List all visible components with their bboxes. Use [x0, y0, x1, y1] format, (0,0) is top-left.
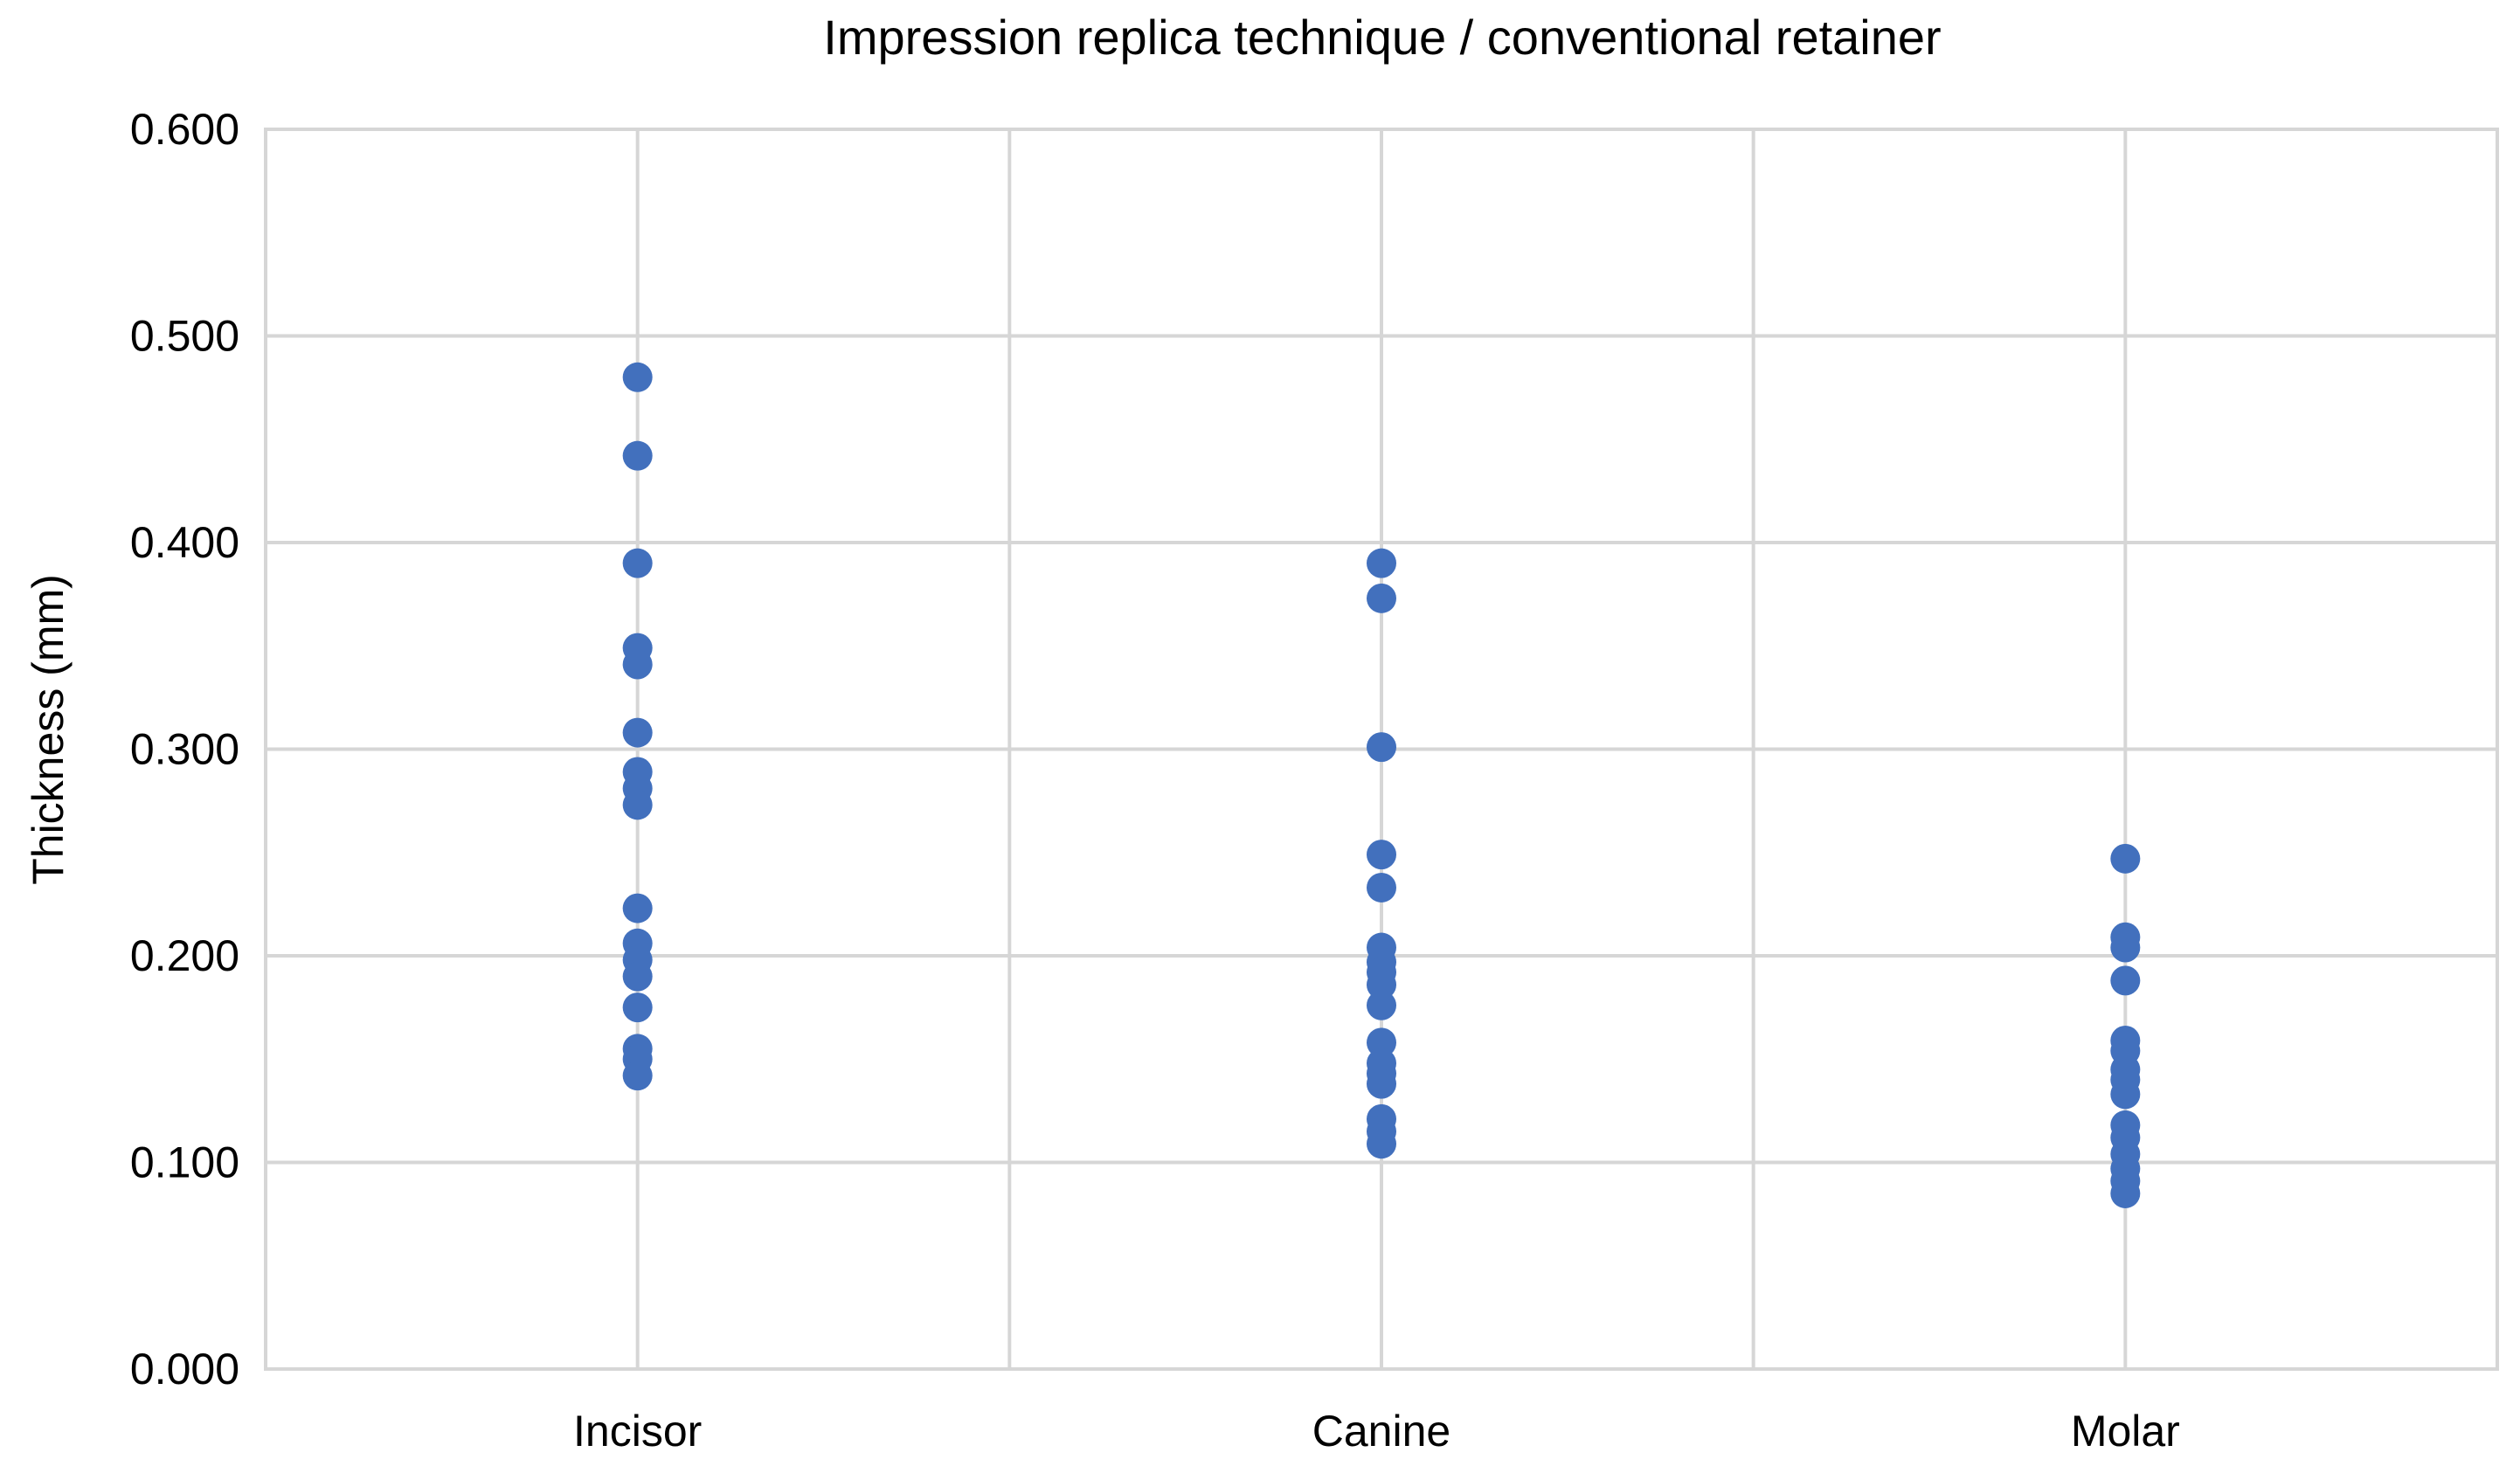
y-tick-label: 0.600: [130, 105, 239, 154]
data-point: [2110, 965, 2141, 996]
data-point: [2110, 1079, 2141, 1110]
data-point: [1367, 840, 1396, 870]
x-tick-label: Molar: [2071, 1407, 2180, 1456]
data-point: [1367, 548, 1396, 578]
y-axis-label: Thickness (mm): [24, 574, 73, 885]
y-tick-label: 0.400: [130, 518, 239, 567]
data-point: [622, 717, 653, 748]
data-point: [622, 362, 653, 392]
data-point: [1367, 583, 1396, 613]
y-axis-ticks: 0.000 0.100 0.200 0.300 0.400 0.500 0.600: [130, 105, 239, 1393]
y-tick-label: 0.200: [130, 931, 239, 980]
data-point: [622, 649, 653, 680]
y-tick-label: 0.000: [130, 1345, 239, 1393]
data-point: [1367, 1027, 1396, 1058]
y-tick-label: 0.500: [130, 312, 239, 361]
chart-title: Impression replica technique / conventio…: [823, 10, 1941, 65]
data-point: [622, 440, 653, 471]
data-point: [2110, 1178, 2141, 1208]
data-point: [622, 548, 653, 578]
data-point: [622, 992, 653, 1023]
data-point: [1367, 1129, 1396, 1159]
data-point: [1367, 872, 1396, 902]
data-point: [622, 961, 653, 992]
data-point: [1367, 990, 1396, 1020]
y-tick-label: 0.100: [130, 1138, 239, 1187]
plot-area-border: [264, 128, 2499, 1371]
data-point: [2110, 932, 2141, 963]
x-tick-label: Incisor: [573, 1407, 702, 1456]
x-axis-ticks: Incisor Canine Molar: [573, 1407, 2180, 1456]
y-tick-label: 0.300: [130, 725, 239, 774]
data-point: [622, 790, 653, 820]
data-point: [1367, 732, 1396, 763]
data-point: [2110, 843, 2141, 874]
data-point: [1367, 1068, 1396, 1099]
data-point: [1367, 970, 1396, 1000]
data-points: [622, 362, 2141, 1208]
x-tick-label: Canine: [1312, 1407, 1450, 1456]
data-point: [622, 1061, 653, 1091]
data-point: [622, 893, 653, 923]
